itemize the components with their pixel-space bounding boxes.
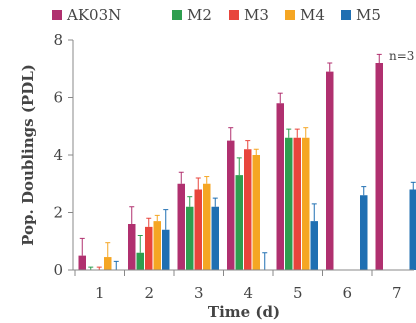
x-axis-title: Time (d) bbox=[208, 303, 280, 321]
bar bbox=[211, 206, 219, 270]
bar bbox=[285, 137, 293, 270]
x-tick-label: 4 bbox=[243, 284, 253, 302]
y-tick-label: 0 bbox=[53, 261, 63, 279]
bar bbox=[162, 229, 170, 270]
bar bbox=[177, 183, 185, 270]
legend-label: M2 bbox=[187, 6, 212, 24]
x-tick-label: 5 bbox=[293, 284, 303, 302]
bar bbox=[203, 183, 211, 270]
y-axis-title: Pop. Doublings (PDL) bbox=[19, 64, 37, 246]
annotation-n: n=3 bbox=[389, 49, 414, 63]
bar bbox=[227, 140, 235, 270]
x-tick-label: 7 bbox=[392, 284, 402, 302]
bar bbox=[186, 206, 194, 270]
x-tick-label: 2 bbox=[144, 284, 154, 302]
legend-label: M4 bbox=[300, 6, 325, 24]
bar bbox=[375, 63, 383, 270]
bar bbox=[252, 155, 260, 270]
x-tick-label: 6 bbox=[342, 284, 352, 302]
bar bbox=[235, 175, 243, 270]
bar bbox=[145, 226, 153, 270]
bar bbox=[128, 224, 136, 270]
bar bbox=[194, 189, 202, 270]
chart-legend: AK03N M2 M3 M4 M5 bbox=[0, 4, 416, 26]
legend-swatch bbox=[229, 10, 239, 20]
bar bbox=[153, 221, 161, 270]
legend-item: M5 bbox=[341, 4, 381, 26]
legend-swatch bbox=[172, 10, 182, 20]
bar bbox=[360, 195, 368, 270]
legend-label: AK03N bbox=[67, 6, 122, 24]
legend-swatch bbox=[52, 10, 62, 20]
bar bbox=[293, 137, 301, 270]
bar bbox=[310, 221, 318, 270]
legend-item: M2 bbox=[172, 4, 212, 26]
legend-item: M4 bbox=[285, 4, 325, 26]
legend-label: M5 bbox=[356, 6, 381, 24]
legend-swatch bbox=[341, 10, 351, 20]
x-tick-label: 1 bbox=[95, 284, 105, 302]
legend-item: AK03N bbox=[52, 4, 121, 26]
bar bbox=[136, 252, 144, 270]
y-tick-label: 6 bbox=[53, 89, 63, 107]
x-tick-label: 3 bbox=[194, 284, 204, 302]
bar bbox=[78, 255, 86, 270]
legend-label: M3 bbox=[244, 6, 269, 24]
bar bbox=[104, 257, 112, 270]
bar bbox=[276, 103, 284, 270]
y-tick-label: 2 bbox=[53, 204, 63, 222]
bar bbox=[244, 149, 252, 270]
y-tick-label: 4 bbox=[53, 146, 63, 164]
legend-item: M3 bbox=[229, 4, 269, 26]
bar bbox=[302, 137, 310, 270]
bar bbox=[409, 189, 416, 270]
bar bbox=[326, 71, 334, 270]
legend-swatch bbox=[285, 10, 295, 20]
y-tick-label: 8 bbox=[53, 31, 63, 49]
